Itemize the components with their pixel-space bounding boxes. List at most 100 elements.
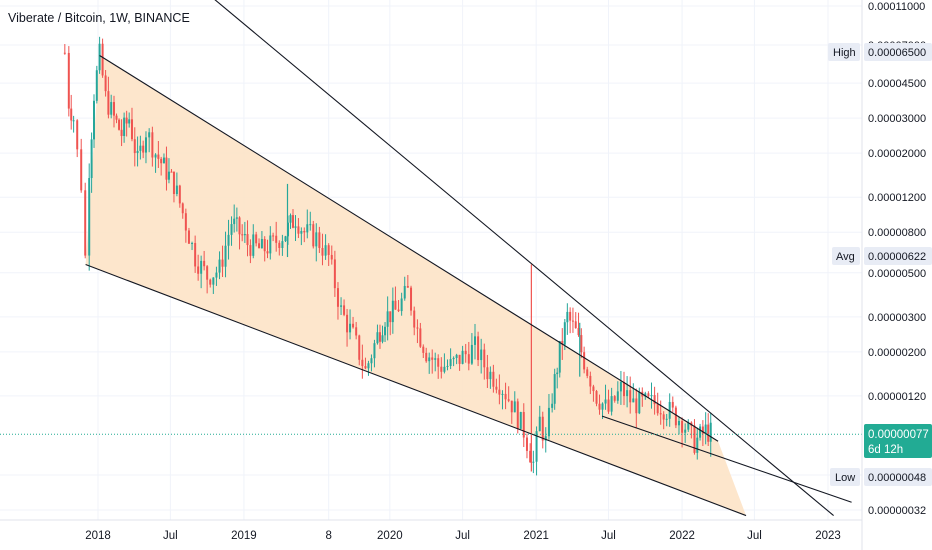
candle-body [358, 335, 361, 360]
candle-body [626, 390, 629, 397]
candle-body [178, 185, 181, 204]
candle-body [477, 336, 480, 361]
candle-body [416, 327, 419, 329]
candle-body [480, 349, 483, 361]
candle-body [464, 350, 467, 355]
candle-body [650, 395, 653, 397]
candle-body [437, 358, 440, 367]
candle-body [569, 311, 572, 321]
candle-body [498, 389, 501, 395]
candle-body [315, 232, 318, 247]
candle-body [662, 414, 665, 420]
y-tick-label: 0.00000200 [868, 347, 926, 359]
candle-body [110, 102, 113, 115]
candle-body [272, 235, 275, 237]
candle-body [340, 305, 343, 307]
candle-body [76, 120, 79, 150]
candle-body [381, 335, 384, 342]
x-axis: 2018 Jul 2019 8 2020 Jul 2021 Jul 2022 Jul 2023 [0, 519, 862, 542]
candle-body [607, 399, 610, 412]
candle-body [704, 424, 707, 434]
candle-body [378, 332, 381, 342]
candle-body [532, 461, 535, 463]
candle-body [278, 242, 281, 248]
candle-body [410, 287, 413, 311]
candle-body [297, 226, 300, 234]
x-tick-label: Jul [747, 530, 762, 542]
candle-body [165, 157, 168, 180]
candle-body [235, 217, 238, 219]
candle-body [224, 245, 227, 267]
candle-body [586, 369, 589, 376]
candle-body [352, 323, 355, 328]
chart-title: Viberate / Bitcoin, 1W, BINANCE [8, 11, 190, 25]
candle-body [422, 346, 425, 353]
candle-body [98, 43, 101, 71]
candle-body [681, 420, 684, 433]
candle-body [551, 403, 554, 408]
trendline-support [601, 415, 852, 503]
candle-body [246, 234, 249, 246]
candle-body [281, 241, 284, 248]
candle-body [260, 239, 263, 249]
candle-body [181, 203, 184, 214]
candle-body [191, 243, 194, 245]
x-tick-label: Jul [455, 530, 470, 542]
candle-body [458, 354, 461, 364]
candle-body [613, 396, 616, 401]
candle-body [574, 321, 577, 329]
candle-body [203, 260, 206, 267]
candle-body [616, 391, 619, 401]
x-tick-label: 2022 [669, 530, 695, 542]
y-axis: 0.000110000.000070000.000045000.00003000… [861, 0, 926, 550]
candle-body [90, 139, 93, 179]
candle-body [604, 399, 607, 404]
candle-body [425, 352, 428, 362]
candle-body [428, 357, 431, 362]
candle-body [419, 328, 422, 347]
candle-body [194, 243, 197, 267]
candle-body [355, 327, 358, 336]
candle-body [519, 412, 522, 429]
candle-body [610, 396, 613, 412]
candle-body [123, 117, 126, 136]
candle-body [284, 236, 287, 242]
candle-body [671, 401, 674, 408]
candle-body [668, 401, 671, 419]
candle-body [556, 372, 559, 375]
candle-body [647, 393, 650, 397]
candle-body [148, 132, 151, 138]
candle-body [580, 335, 583, 353]
y-tick-label: 0.00000800 [868, 227, 926, 239]
candle-body [483, 349, 486, 368]
candle-body [84, 190, 87, 256]
candle-body [238, 217, 241, 235]
candle-body [139, 145, 142, 151]
x-tick-label: 2020 [377, 530, 403, 542]
candle-body [330, 254, 333, 260]
candle-body [601, 403, 604, 410]
candles [63, 36, 712, 476]
candle-body [504, 393, 507, 400]
candle-body [63, 52, 66, 54]
candle-body [495, 386, 498, 390]
y-tick-label: 0.00011000 [868, 1, 925, 13]
candle-body [384, 326, 387, 336]
candle-body [461, 350, 464, 364]
candle-body [263, 239, 266, 252]
low-marker: Low 0.00000048 [830, 468, 932, 486]
candle-body [629, 390, 632, 403]
candle-body [167, 171, 170, 180]
candle-body [175, 185, 178, 195]
candle-body [72, 120, 75, 122]
candle-body [525, 437, 528, 451]
trendline-channel-lower [85, 264, 747, 517]
candle-body [291, 215, 294, 228]
candle-body [431, 357, 434, 360]
candle-body [492, 371, 495, 387]
candle-body [112, 102, 115, 116]
candle-body [80, 149, 83, 191]
candle-body [440, 366, 443, 372]
candle-body [361, 359, 364, 367]
